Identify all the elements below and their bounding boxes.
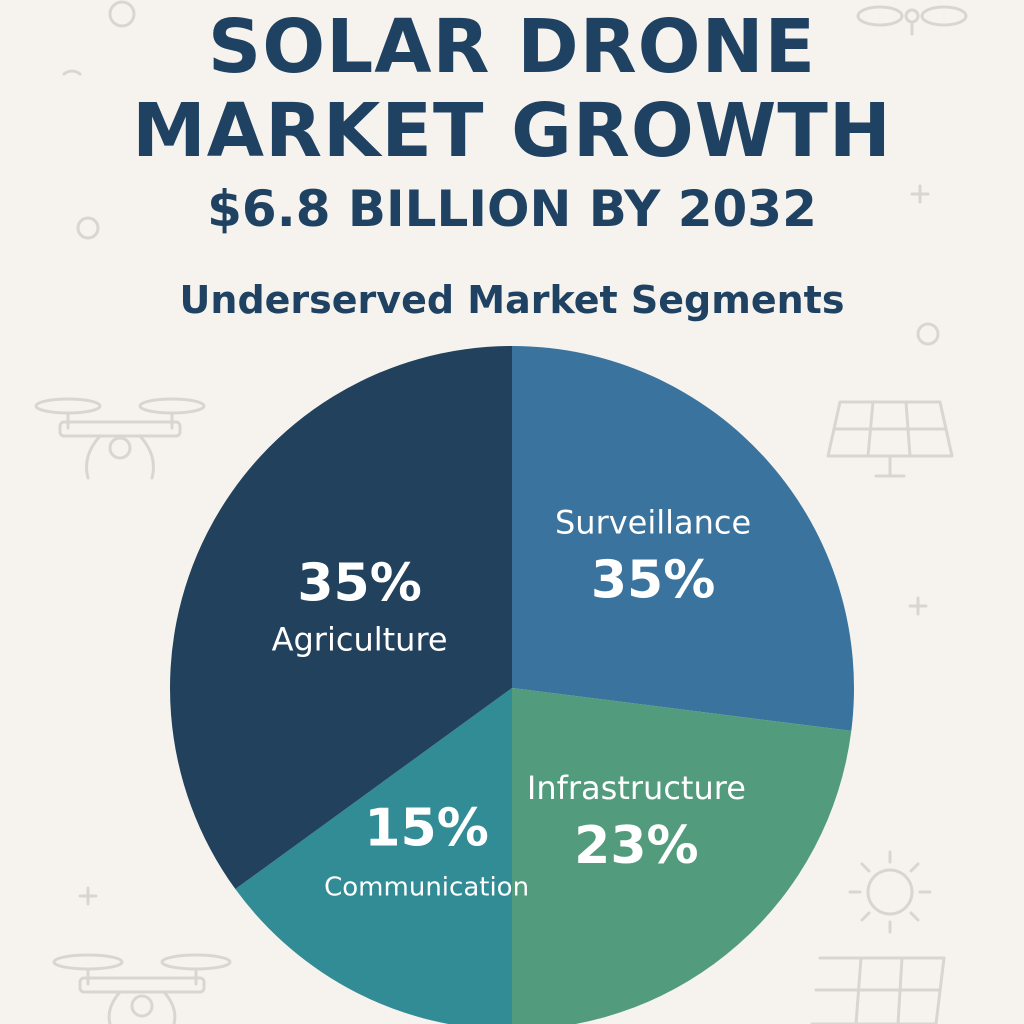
plus-icon bbox=[910, 184, 930, 204]
sun-icon bbox=[848, 850, 932, 934]
slice-percent-label: 35% bbox=[591, 551, 715, 611]
slice-category-label: Infrastructure bbox=[527, 769, 746, 807]
circle-icon bbox=[108, 0, 136, 28]
slice-percent-label: 15% bbox=[364, 799, 488, 859]
propeller-icon bbox=[856, 5, 968, 36]
drone-icon bbox=[52, 953, 232, 1024]
slice-category-label: Surveillance bbox=[555, 504, 751, 542]
title-line-2: MARKET GROWTH bbox=[132, 88, 892, 174]
pie-slice-agriculture bbox=[170, 346, 512, 890]
slice-percent-label: 35% bbox=[297, 553, 421, 613]
circle-icon bbox=[916, 322, 940, 346]
signal-icon bbox=[62, 69, 82, 76]
circle-icon bbox=[76, 216, 100, 240]
solar-panel-icon bbox=[810, 956, 946, 1024]
pie-slice-surveillance bbox=[512, 346, 854, 731]
solar-panel-icon bbox=[826, 400, 954, 478]
pie-slice-communication bbox=[235, 688, 512, 1024]
pie-slice-infrastructure bbox=[512, 688, 852, 1024]
plus-icon bbox=[908, 596, 928, 616]
title-line-1: SOLAR DRONE bbox=[207, 4, 817, 90]
chart-heading: Underserved Market Segments bbox=[179, 278, 845, 322]
slice-category-label: Communication bbox=[324, 873, 529, 903]
slice-percent-label: 23% bbox=[574, 816, 698, 876]
drone-icon bbox=[34, 397, 206, 480]
plus-icon bbox=[78, 886, 98, 906]
market-size-subtitle: $6.8 BILLION BY 2032 bbox=[207, 180, 817, 238]
slice-category-label: Agriculture bbox=[272, 620, 448, 658]
